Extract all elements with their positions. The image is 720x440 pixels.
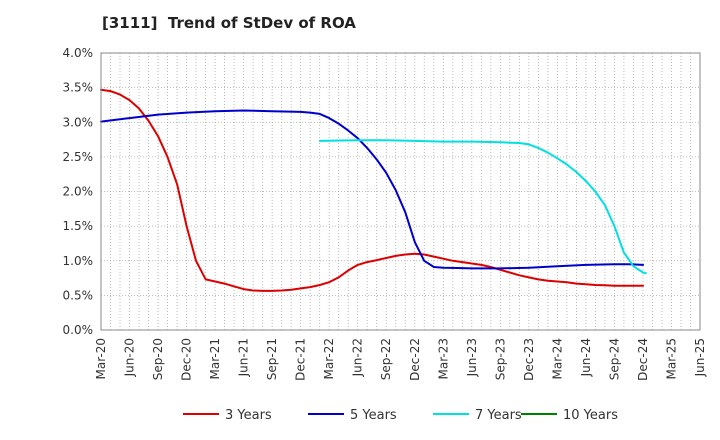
y-tick-label: 4.0% xyxy=(63,46,94,60)
y-tick-label: 2.0% xyxy=(63,185,94,199)
x-tick-label: Mar-21 xyxy=(208,338,222,379)
x-tick-label: Dec-23 xyxy=(522,338,536,381)
legend: 3 Years 5 Years 7 Years 10 Years xyxy=(183,408,618,423)
x-tick-label: Jun-23 xyxy=(465,338,479,377)
legend-label-3: 7 Years xyxy=(475,408,522,423)
x-tick-label: Dec-22 xyxy=(408,338,422,381)
legend-label-1: 3 Years xyxy=(225,408,272,423)
series-line-1 xyxy=(100,88,644,292)
x-tick-label: Dec-20 xyxy=(180,338,194,381)
x-tick-label: Mar-23 xyxy=(436,338,450,379)
x-tick-label: Jun-21 xyxy=(237,338,251,377)
y-tick-label: 3.0% xyxy=(63,115,94,129)
series-layer xyxy=(100,88,647,292)
x-tick-label: Sep-24 xyxy=(607,338,621,380)
y-tick-label: 1.5% xyxy=(63,219,94,233)
x-axis-ticks: Mar-20 Jun-20 Sep-20 Dec-20 Mar-21 Jun-21 Sep-… xyxy=(94,338,707,381)
x-tick-label: Mar-20 xyxy=(94,338,108,379)
x-tick-label: Sep-21 xyxy=(265,338,279,380)
legend-label-2: 5 Years xyxy=(350,408,397,423)
series-line-2 xyxy=(100,109,644,270)
y-tick-label: 0.5% xyxy=(63,288,94,302)
x-tick-label: Jun-24 xyxy=(579,338,593,377)
y-tick-label: 1.0% xyxy=(63,254,94,268)
y-tick-label: 3.5% xyxy=(63,81,94,95)
x-tick-label: Jun-22 xyxy=(351,338,365,377)
x-tick-label: Sep-20 xyxy=(151,338,165,380)
y-tick-label: 0.0% xyxy=(63,323,94,337)
x-tick-label: Sep-22 xyxy=(379,338,393,380)
y-axis-ticks: 0.0% 0.5% 1.0% 1.5% 2.0% 2.5% 3.0% 3.5% 4.0% xyxy=(63,46,94,337)
x-tick-label: Dec-24 xyxy=(636,338,650,381)
plot-frame xyxy=(100,52,701,331)
grid-lines xyxy=(101,53,700,330)
x-tick-label: Mar-24 xyxy=(550,338,564,379)
x-tick-label: Jun-25 xyxy=(693,338,707,377)
x-tick-label: Dec-21 xyxy=(294,338,308,381)
series-line-3 xyxy=(318,139,647,275)
x-tick-label: Mar-25 xyxy=(664,338,678,379)
chart-title: [3111] Trend of StDev of ROA xyxy=(102,14,356,32)
x-tick-label: Mar-22 xyxy=(322,338,336,379)
y-tick-label: 2.5% xyxy=(63,150,94,164)
x-tick-label: Sep-23 xyxy=(493,338,507,380)
x-tick-label: Jun-20 xyxy=(123,338,137,377)
legend-label-4: 10 Years xyxy=(563,408,618,423)
